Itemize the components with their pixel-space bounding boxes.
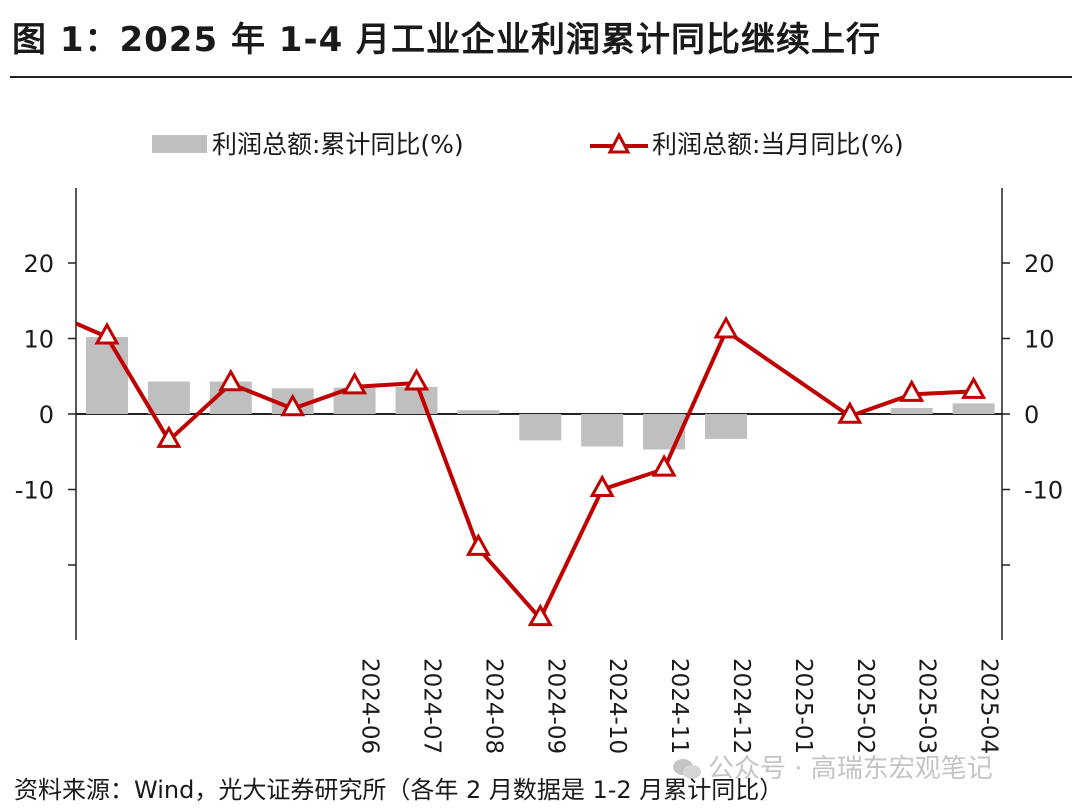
y-tick-label-right: 0 xyxy=(1024,401,1039,429)
bar-cumulative-yoy xyxy=(952,403,995,414)
chart: 利润总额:累计同比(%) 利润总额:当月同比(%) 20 10 0 -10 20 10 0… xyxy=(15,130,1063,754)
legend-swatch-monthly-marker xyxy=(607,131,631,154)
watermark: 公众号 · 高瑞东宏观笔记 xyxy=(672,748,993,785)
marker-monthly-yoy xyxy=(280,393,306,417)
bar-cumulative-yoy xyxy=(519,414,562,441)
bar-cumulative-yoy xyxy=(581,414,624,447)
x-axis-ticks: 2024-06 2024-07 2024-08 2024-09 2024-10 2024-… xyxy=(357,658,1002,754)
x-tick-label: 2025-02 xyxy=(852,658,878,754)
marker-monthly-yoy xyxy=(589,474,615,497)
line-series xyxy=(75,315,987,627)
marker-monthly-yoy xyxy=(342,371,368,395)
bar-cumulative-yoy xyxy=(705,414,747,439)
marker-monthly-yoy xyxy=(218,368,244,392)
bar-cumulative-yoy xyxy=(147,381,190,414)
marker-monthly-yoy xyxy=(527,603,553,627)
bar-cumulative-yoy xyxy=(643,414,686,450)
legend-label-monthly: 利润总额:当月同比(%) xyxy=(652,130,904,159)
y-axis-left-ticks: 20 10 0 -10 xyxy=(15,250,76,566)
marker-monthly-yoy xyxy=(713,315,739,339)
marker-monthly-yoy xyxy=(961,376,987,399)
marker-monthly-yoy xyxy=(651,454,677,477)
y-axis-right-ticks: 20 10 0 -10 xyxy=(1002,250,1063,566)
bar-cumulative-yoy xyxy=(890,407,933,414)
x-tick-label: 2024-10 xyxy=(604,658,630,754)
x-tick-label: 2024-09 xyxy=(542,658,568,754)
y-tick-label-right: -10 xyxy=(1024,477,1063,505)
y-tick-label-right: 10 xyxy=(1024,326,1055,354)
bar-cumulative-yoy xyxy=(457,410,500,414)
marker-monthly-yoy xyxy=(465,533,491,556)
y-tick-label-left: -10 xyxy=(15,477,54,505)
x-tick-label: 2024-06 xyxy=(357,658,383,754)
x-tick-label: 2024-08 xyxy=(480,658,506,754)
marker-monthly-yoy xyxy=(403,367,430,391)
x-tick-label: 2025-03 xyxy=(914,658,940,754)
legend-label-cumulative: 利润总额:累计同比(%) xyxy=(212,130,464,159)
line-monthly-yoy xyxy=(75,321,974,621)
marker-monthly-yoy xyxy=(156,425,182,448)
bar-cumulative-yoy xyxy=(395,386,438,414)
legend: 利润总额:累计同比(%) 利润总额:当月同比(%) xyxy=(152,130,904,159)
x-tick-label: 2024-11 xyxy=(666,658,692,754)
watermark-text: 公众号 · 高瑞东宏观笔记 xyxy=(708,754,993,784)
source-note: 资料来源：Wind，光大证券研究所（各年 2 月数据是 1-2 月累计同比） xyxy=(14,776,784,804)
marker-monthly-yoy xyxy=(899,379,925,402)
y-tick-label-left: 10 xyxy=(23,326,54,354)
legend-swatch-cumulative xyxy=(152,135,207,153)
title-rule xyxy=(10,76,1072,78)
x-tick-label: 2024-07 xyxy=(419,658,445,754)
marker-monthly-yoy xyxy=(94,321,120,345)
x-tick-label: 2025-01 xyxy=(790,658,816,754)
bar-cumulative-yoy xyxy=(86,336,128,414)
y-tick-label-left: 20 xyxy=(23,250,54,278)
x-tick-label: 2025-04 xyxy=(976,658,1002,754)
y-tick-label-left: 0 xyxy=(39,401,54,429)
x-tick-label: 2024-12 xyxy=(728,658,754,754)
figure-title: 图 1：2025 年 1-4 月工业企业利润累计同比继续上行 xyxy=(12,20,882,60)
y-tick-label-right: 20 xyxy=(1024,250,1055,278)
wechat-icon xyxy=(673,759,701,779)
marker-monthly-yoy xyxy=(837,401,863,424)
